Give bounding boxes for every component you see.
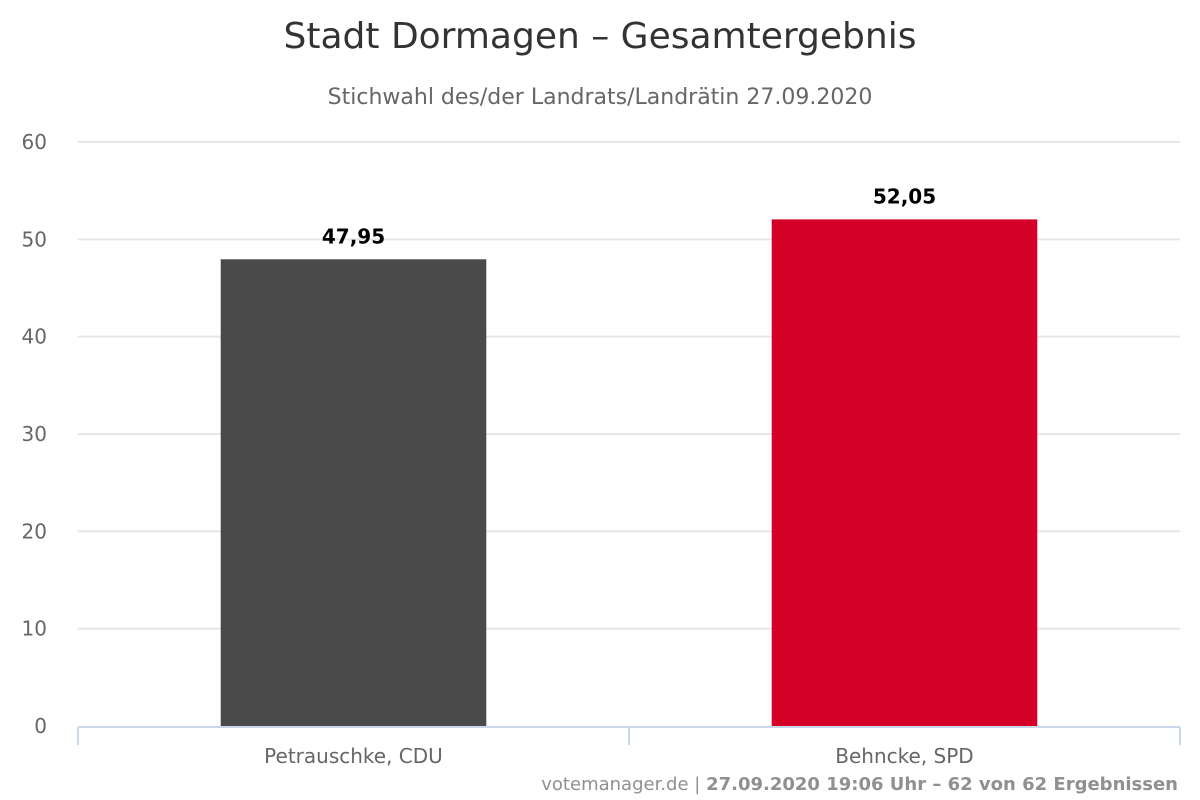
x-axis: Petrauschke, CDU Behncke, SPD <box>77 726 1181 768</box>
chart-subtitle: Stichwahl des/der Landrats/Landrätin 27.… <box>328 85 873 110</box>
bars <box>220 219 1038 726</box>
data-label-1: 47,95 <box>322 224 385 248</box>
credits-source[interactable]: votemanager.de <box>541 774 688 795</box>
bar-2 <box>771 219 1038 726</box>
y-tick-label-50: 50 <box>22 227 47 251</box>
x-tick-label-1: Petrauschke, CDU <box>264 744 443 768</box>
data-label-2: 52,05 <box>873 184 936 208</box>
y-tick-label-10: 10 <box>22 617 47 641</box>
chart-title: Stadt Dormagen – Gesamtergebnis <box>284 16 917 57</box>
y-axis-ticks: 0 10 20 30 40 50 60 <box>22 130 47 738</box>
y-tick-label-40: 40 <box>22 325 47 349</box>
credits-separator: | <box>689 774 707 795</box>
chart-credits[interactable]: votemanager.de | 27.09.2020 19:06 Uhr – … <box>541 774 1178 795</box>
credits-detail: 27.09.2020 19:06 Uhr – 62 von 62 Ergebni… <box>706 774 1178 795</box>
y-tick-label-30: 30 <box>22 422 47 446</box>
y-tick-label-20: 20 <box>22 519 47 543</box>
bar-1 <box>220 259 487 726</box>
y-tick-label-60: 60 <box>22 130 47 154</box>
y-tick-label-0: 0 <box>34 714 47 738</box>
data-labels: 47,95 52,05 <box>322 184 936 248</box>
x-tick-label-2: Behncke, SPD <box>835 744 973 768</box>
